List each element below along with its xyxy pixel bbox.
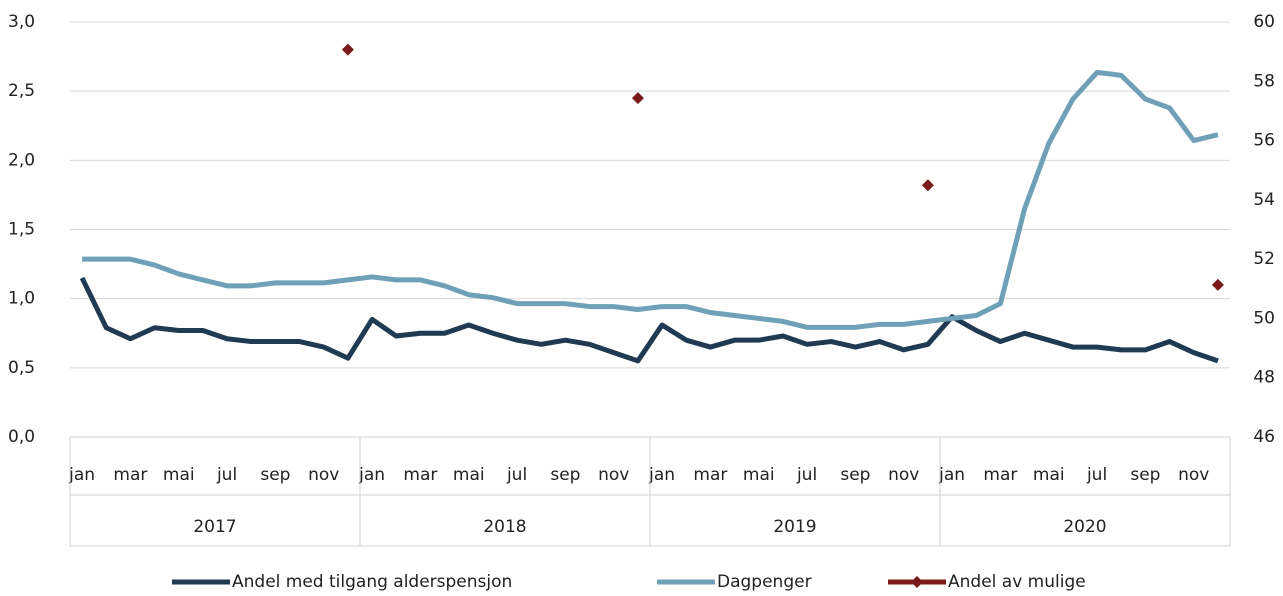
- marker: [921, 179, 934, 192]
- x-tick-label: mar: [693, 465, 727, 485]
- legend-label: Dagpenger: [717, 572, 812, 592]
- y2-tick-label: 58: [1253, 71, 1275, 91]
- x-tick-label: nov: [1178, 465, 1209, 485]
- y2-tick-label: 46: [1253, 427, 1275, 447]
- marker: [631, 92, 644, 105]
- x-tick-label: nov: [888, 465, 919, 485]
- legend-label: Andel med tilgang alderspensjon: [232, 572, 512, 592]
- y-tick-label: 2,5: [8, 81, 35, 101]
- x-tick-label: jan: [68, 465, 95, 485]
- legend-marker: [911, 576, 923, 588]
- legend-label: Andel av mulige: [948, 572, 1086, 592]
- x-tick-label: nov: [308, 465, 339, 485]
- series-line: [79, 276, 1219, 364]
- y-tick-label: 0,5: [8, 358, 35, 378]
- y-tick-label: 2,0: [8, 150, 35, 170]
- x-tick-label: jul: [796, 465, 817, 485]
- x-tick-label: nov: [598, 465, 629, 485]
- group-label: 2018: [483, 517, 526, 537]
- series-line: [82, 69, 1219, 330]
- x-tick-label: mar: [113, 465, 147, 485]
- x-tick-label: jan: [648, 465, 675, 485]
- group-label: 2017: [193, 517, 236, 537]
- x-tick-label: jan: [358, 465, 385, 485]
- x-tick-label: mar: [983, 465, 1017, 485]
- x-tick-label: jan: [938, 465, 965, 485]
- group-label: 2019: [773, 517, 816, 537]
- y2-tick-label: 52: [1253, 249, 1275, 269]
- x-tick-label: sep: [840, 465, 870, 485]
- x-tick-label: jul: [216, 465, 237, 485]
- x-tick-label: mai: [453, 465, 485, 485]
- x-tick-label: mai: [163, 465, 195, 485]
- y2-tick-label: 48: [1253, 368, 1275, 388]
- x-tick-label: sep: [1130, 465, 1160, 485]
- x-tick-label: mai: [743, 465, 775, 485]
- y-tick-label: 1,5: [8, 220, 35, 240]
- x-tick-label: sep: [260, 465, 290, 485]
- marker: [341, 43, 354, 56]
- y-tick-label: 1,0: [8, 289, 35, 309]
- y-tick-label: 0,0: [8, 427, 35, 447]
- x-tick-label: mai: [1033, 465, 1065, 485]
- y2-tick-label: 56: [1253, 131, 1275, 151]
- marker: [1211, 278, 1224, 291]
- y2-tick-label: 54: [1253, 190, 1275, 210]
- x-tick-label: jul: [506, 465, 527, 485]
- x-tick-label: mar: [403, 465, 437, 485]
- y2-tick-label: 60: [1253, 12, 1275, 32]
- y-tick-label: 3,0: [8, 12, 35, 32]
- x-tick-label: sep: [550, 465, 580, 485]
- y2-tick-label: 50: [1253, 308, 1275, 328]
- x-tick-label: jul: [1086, 465, 1107, 485]
- group-label: 2020: [1063, 517, 1106, 537]
